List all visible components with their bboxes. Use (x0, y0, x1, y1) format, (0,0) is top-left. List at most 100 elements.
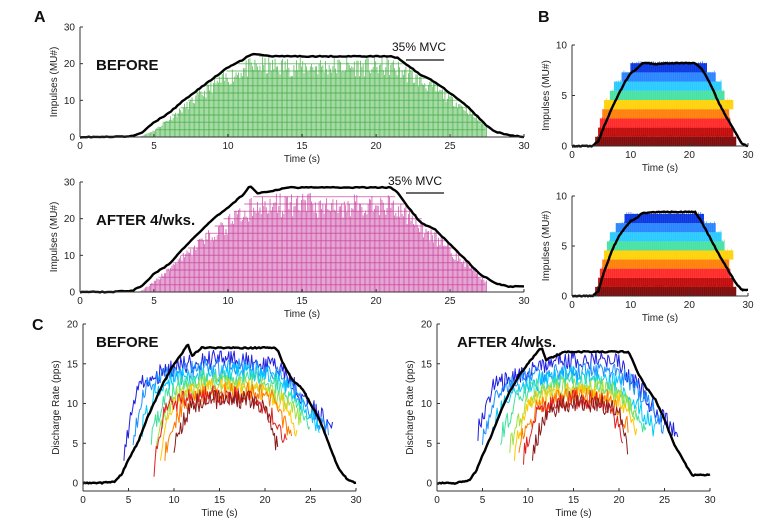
x-tick-label: 30 (518, 296, 530, 307)
mu-band-fill (604, 250, 734, 260)
x-tick-label: 20 (370, 141, 382, 152)
mu-band (595, 134, 737, 146)
mu-band-fill (616, 223, 716, 233)
x-axis-label: Time (s) (555, 508, 591, 519)
x-tick-label: 30 (704, 495, 716, 506)
chart-b-after: 0 10 20 30 0 5 10 Time (s) Impulses (MU#) (541, 192, 754, 325)
x-tick-label: 0 (80, 495, 86, 506)
panel-label-a: A (34, 9, 46, 26)
y-tick-label: 5 (72, 439, 78, 450)
mu-band (606, 239, 725, 251)
x-tick-label: 20 (613, 495, 625, 506)
y-axis-label: Impulses (MU#) (49, 202, 60, 273)
y-tick-label: 10 (64, 96, 76, 107)
x-axis-label: Time (s) (201, 508, 237, 519)
chart-title: BEFORE (96, 57, 159, 74)
x-tick-label: 0 (434, 495, 440, 506)
force-trace (571, 61, 749, 148)
x-tick-label: 5 (480, 495, 486, 506)
x-axis-label: Time (s) (284, 154, 320, 165)
mu-band-fill (624, 214, 704, 224)
mu-band (595, 284, 737, 296)
x-tick-label: 0 (569, 300, 575, 311)
x-tick-label: 20 (684, 300, 696, 311)
y-tick-label: 15 (67, 359, 79, 370)
discharge-rate-series (123, 349, 333, 461)
x-tick-label: 30 (518, 141, 530, 152)
mu-impulse-raster (140, 56, 487, 137)
mu-band (621, 70, 716, 82)
y-axis-label: Impulses (MU#) (49, 47, 60, 118)
y-tick-label: 30 (64, 178, 76, 189)
x-axis-label: Time (s) (284, 309, 320, 320)
chart-title: AFTER 4/wks. (457, 334, 556, 351)
x-tick-label: 0 (77, 141, 83, 152)
mu-band (599, 116, 731, 128)
x-tick-label: 30 (742, 300, 754, 311)
mu-band (602, 107, 730, 119)
x-tick-label: 20 (259, 495, 271, 506)
x-tick-label: 0 (77, 296, 83, 307)
chart-title: BEFORE (96, 334, 159, 351)
x-tick-label: 15 (568, 495, 580, 506)
mu-band (624, 212, 704, 224)
x-tick-label: 15 (214, 495, 226, 506)
mu-band-fill (630, 63, 707, 73)
y-tick-label: 10 (421, 399, 433, 410)
mvc-annotation: 35% MVC (388, 174, 442, 188)
x-tick-label: 25 (444, 141, 456, 152)
mu-band (602, 257, 730, 269)
x-axis-label: Time (s) (642, 163, 678, 174)
chart-a-after: 0 5 10 15 20 25 30 0 10 20 30 Time (s) Impulses (MU#… (49, 174, 530, 320)
y-tick-label: 0 (426, 479, 432, 490)
force-trace (79, 52, 524, 139)
y-tick-label: 0 (561, 142, 567, 153)
mu-band-fill (607, 241, 725, 251)
panel-label-c: C (32, 317, 44, 334)
y-tick-label: 20 (67, 320, 79, 331)
y-axis-label: Discharge Rate (pps) (405, 360, 416, 454)
x-tick-label: 30 (350, 495, 362, 506)
chart-c-before: 0 5 10 15 20 25 30 0 5 10 15 20 Time (s) Discharge Ra… (51, 320, 362, 520)
y-tick-label: 0 (561, 292, 567, 303)
x-tick-label: 25 (659, 495, 671, 506)
discharge-rate-series (155, 374, 302, 453)
y-tick-label: 5 (426, 439, 432, 450)
x-tick-label: 0 (569, 150, 575, 161)
y-axis-label: Impulses (MU#) (541, 60, 552, 131)
x-axis-label: Time (s) (642, 313, 678, 324)
mu-band-fill (604, 99, 734, 110)
discharge-rate-series (173, 389, 279, 453)
chart-b-before: 0 10 20 30 0 5 10 Time (s) Impulses (MU#) (541, 41, 754, 175)
y-tick-label: 0 (72, 479, 78, 490)
y-tick-label: 10 (556, 192, 568, 203)
x-tick-label: 20 (370, 296, 382, 307)
force-trace (79, 185, 525, 294)
discharge-rate-series (153, 385, 288, 477)
x-tick-label: 5 (151, 141, 157, 152)
x-tick-label: 5 (151, 296, 157, 307)
y-tick-label: 15 (421, 359, 433, 370)
chart-a-before: 0 5 10 15 20 25 30 0 10 20 30 Time (s) Impulses (MU#… (49, 23, 530, 166)
x-tick-label: 10 (168, 495, 180, 506)
mu-band-fill (600, 118, 731, 128)
mu-band (599, 266, 731, 278)
y-tick-label: 20 (64, 59, 76, 70)
x-tick-label: 20 (684, 150, 696, 161)
y-tick-label: 5 (561, 242, 567, 253)
y-tick-label: 10 (556, 41, 568, 52)
x-tick-label: 10 (522, 495, 534, 506)
panel-label-b: B (538, 9, 550, 26)
x-tick-label: 15 (296, 141, 308, 152)
mu-band-fill (595, 136, 737, 146)
discharge-rate-series (532, 394, 629, 461)
x-tick-label: 25 (444, 296, 456, 307)
y-tick-label: 0 (69, 288, 75, 299)
mu-band (598, 275, 734, 287)
mu-band (609, 88, 725, 100)
y-tick-label: 30 (64, 23, 76, 34)
x-tick-label: 10 (625, 150, 637, 161)
y-tick-label: 10 (67, 399, 79, 410)
mu-band (598, 125, 734, 137)
